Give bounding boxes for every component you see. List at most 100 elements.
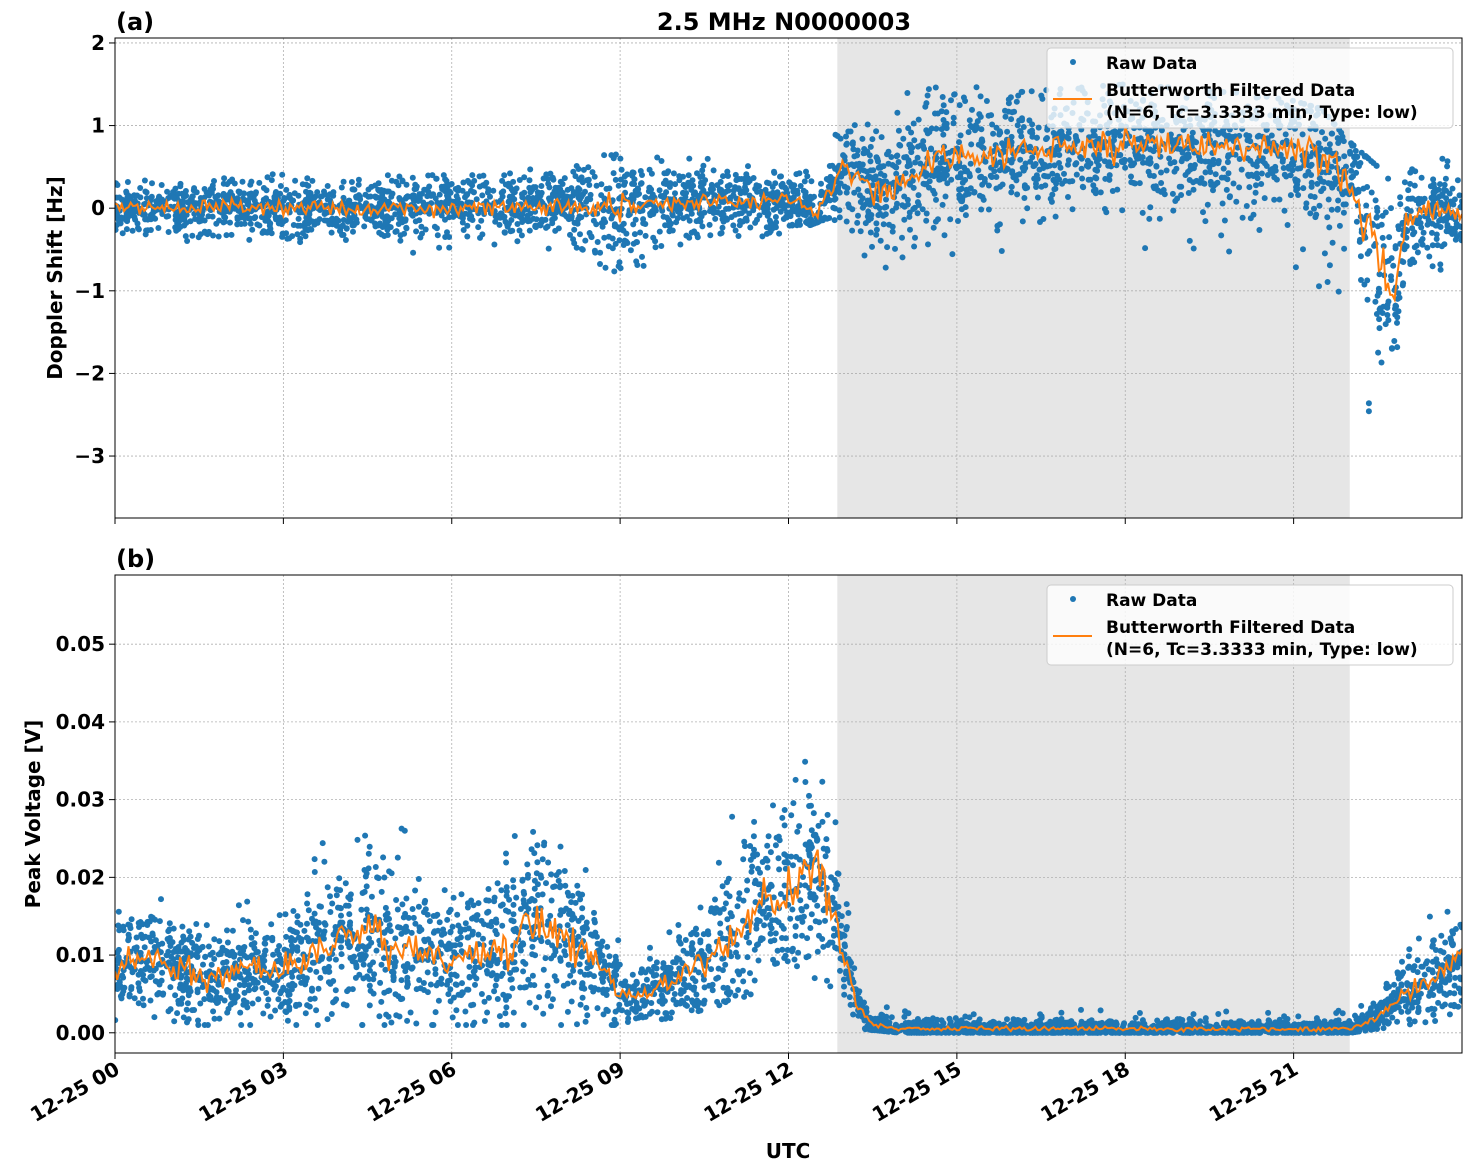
raw-data-point — [1148, 128, 1155, 135]
raw-data-point — [735, 233, 742, 239]
raw-data-point — [1178, 192, 1185, 198]
raw-data-point — [251, 215, 258, 222]
raw-data-point — [1439, 202, 1446, 209]
raw-data-point — [1396, 294, 1403, 301]
raw-data-point — [348, 179, 355, 185]
raw-data-point — [1431, 1006, 1438, 1013]
raw-data-point — [617, 155, 624, 162]
raw-data-point — [931, 190, 938, 197]
raw-data-point — [543, 224, 549, 231]
raw-data-point — [734, 968, 741, 975]
raw-data-point — [928, 172, 935, 179]
raw-data-point — [510, 178, 517, 185]
raw-data-point — [757, 188, 764, 195]
raw-data-point — [837, 967, 843, 974]
raw-data-point — [385, 188, 392, 195]
raw-data-point — [878, 134, 885, 141]
raw-data-point — [794, 208, 801, 215]
raw-data-point — [598, 192, 605, 199]
raw-data-point — [700, 162, 707, 169]
raw-data-point — [1360, 185, 1367, 192]
raw-data-point — [681, 197, 688, 204]
raw-data-point — [710, 204, 717, 211]
raw-data-point — [855, 212, 861, 219]
raw-data-point — [730, 187, 737, 194]
raw-data-point — [1433, 231, 1440, 238]
raw-data-point — [363, 906, 370, 913]
raw-data-point — [503, 850, 509, 857]
raw-data-point — [476, 173, 483, 180]
raw-data-point — [193, 189, 200, 196]
raw-data-point — [529, 972, 536, 979]
raw-data-point — [399, 177, 406, 184]
raw-data-point — [1388, 277, 1395, 283]
raw-data-point — [430, 913, 437, 919]
raw-data-point — [615, 182, 622, 189]
raw-data-point — [683, 232, 690, 239]
raw-data-point — [584, 1012, 591, 1019]
raw-data-point — [574, 882, 581, 889]
raw-data-point — [949, 251, 956, 258]
raw-data-point — [413, 228, 420, 235]
raw-data-point — [1189, 129, 1196, 136]
raw-data-point — [340, 194, 347, 201]
raw-data-point — [1035, 124, 1042, 131]
y-tick-label: 0.01 — [56, 943, 105, 967]
raw-data-point — [1435, 999, 1442, 1006]
raw-data-point — [859, 161, 866, 168]
raw-data-point — [1009, 170, 1016, 177]
raw-data-point — [859, 135, 866, 142]
raw-data-point — [836, 214, 843, 221]
raw-data-point — [1052, 213, 1059, 220]
raw-data-point — [961, 164, 968, 171]
raw-data-point — [521, 174, 528, 181]
raw-data-point — [431, 223, 438, 230]
raw-data-point — [572, 189, 578, 196]
raw-data-point — [394, 854, 401, 861]
raw-data-point — [330, 189, 337, 196]
raw-data-point — [575, 890, 582, 897]
raw-data-point — [873, 231, 880, 238]
raw-data-point — [1109, 188, 1116, 194]
raw-data-point — [246, 236, 253, 243]
raw-data-point — [647, 212, 654, 219]
raw-data-point — [260, 196, 267, 203]
raw-data-point — [779, 180, 786, 187]
raw-data-point — [873, 154, 880, 161]
raw-data-point — [1196, 153, 1203, 160]
raw-data-point — [1008, 189, 1015, 196]
raw-data-point — [899, 234, 905, 241]
raw-data-point — [1205, 158, 1212, 165]
raw-data-point — [864, 197, 871, 204]
raw-data-point — [1018, 133, 1025, 140]
raw-data-point — [1444, 163, 1451, 170]
raw-data-point — [843, 133, 849, 140]
raw-data-point — [412, 181, 419, 188]
raw-data-point — [1414, 957, 1421, 964]
raw-data-point — [894, 109, 901, 116]
raw-data-point — [941, 166, 948, 173]
raw-data-point — [1027, 158, 1034, 165]
raw-data-point — [1340, 209, 1347, 216]
raw-data-point — [1372, 197, 1379, 204]
raw-data-point — [774, 947, 781, 954]
raw-data-point — [394, 906, 401, 913]
raw-data-point — [462, 1008, 469, 1015]
raw-data-point — [487, 193, 493, 200]
raw-data-point — [123, 226, 130, 233]
raw-data-point — [1394, 344, 1401, 351]
raw-data-point — [1404, 228, 1411, 235]
raw-data-point — [729, 813, 736, 820]
raw-data-point — [844, 140, 850, 147]
raw-data-point — [193, 921, 200, 927]
raw-data-point — [152, 937, 159, 944]
raw-data-point — [939, 94, 946, 100]
raw-data-point — [458, 200, 465, 207]
raw-data-point — [1430, 189, 1437, 196]
raw-data-point — [1158, 169, 1164, 176]
raw-data-point — [275, 996, 282, 1003]
raw-data-point — [1413, 197, 1420, 204]
raw-data-point — [955, 218, 961, 224]
raw-data-point — [849, 227, 856, 234]
raw-data-point — [338, 223, 345, 230]
